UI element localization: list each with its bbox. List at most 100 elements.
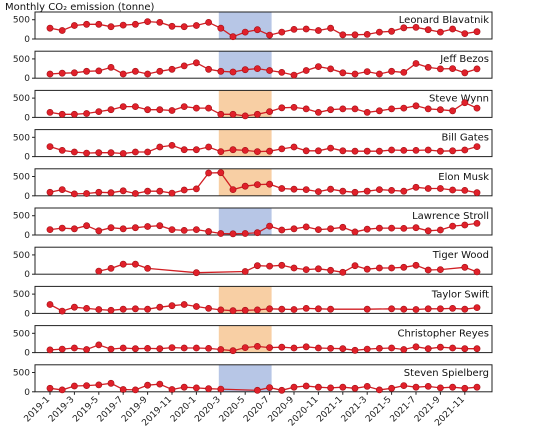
data-point xyxy=(119,344,127,352)
data-point xyxy=(314,265,322,273)
data-point xyxy=(400,263,408,271)
x-tick-label: 2021-3 xyxy=(340,395,370,425)
y-tick-label: 0 xyxy=(24,388,30,398)
data-point xyxy=(424,345,432,353)
data-point xyxy=(339,187,347,195)
x-tick-label: 2019-7 xyxy=(96,395,126,425)
data-point xyxy=(131,345,139,353)
data-point xyxy=(180,103,188,110)
data-point xyxy=(95,20,103,28)
data-point xyxy=(278,305,286,313)
data-point xyxy=(327,384,334,392)
data-point xyxy=(58,110,66,118)
data-point xyxy=(217,24,225,32)
data-point xyxy=(266,180,273,188)
data-point xyxy=(302,266,310,273)
panel-frame xyxy=(34,50,493,79)
data-point xyxy=(473,28,481,36)
data-point xyxy=(473,65,481,73)
data-point xyxy=(424,146,432,154)
data-point xyxy=(192,269,200,277)
data-point xyxy=(217,346,225,353)
data-point xyxy=(302,186,310,193)
data-point xyxy=(241,182,249,190)
data-point xyxy=(119,225,127,233)
data-point xyxy=(290,344,298,352)
chart-title: Monthly CO₂ emission (tonne) xyxy=(5,2,155,13)
data-point xyxy=(363,265,371,273)
data-point xyxy=(400,187,408,195)
panel-frame xyxy=(34,246,493,275)
data-point xyxy=(119,305,127,313)
series-line xyxy=(98,263,478,274)
data-point xyxy=(388,224,395,232)
data-point xyxy=(388,264,395,272)
data-point xyxy=(412,343,420,351)
data-point xyxy=(375,107,383,115)
data-point xyxy=(83,110,90,117)
data-point xyxy=(314,27,322,34)
y-tick-label: 0 xyxy=(24,309,30,319)
panel-0: 0 500 Leonard Blavatnik xyxy=(13,11,493,45)
data-point xyxy=(363,187,371,195)
data-point xyxy=(290,143,298,151)
data-point xyxy=(119,260,127,268)
data-point xyxy=(461,221,469,229)
data-point xyxy=(58,69,66,77)
y-tick-label: 0 xyxy=(24,231,30,241)
data-point xyxy=(266,31,273,39)
data-point xyxy=(400,146,408,154)
data-point xyxy=(205,104,212,112)
data-point xyxy=(107,306,115,314)
data-point xyxy=(119,70,127,78)
data-point xyxy=(461,263,469,271)
data-point xyxy=(473,304,481,311)
y-tick-label: 500 xyxy=(13,212,30,222)
data-point xyxy=(144,223,151,230)
data-point xyxy=(412,102,420,110)
data-point xyxy=(375,264,383,272)
data-point xyxy=(180,186,188,194)
data-point xyxy=(375,186,383,193)
data-point xyxy=(156,106,164,114)
data-point xyxy=(192,226,200,233)
data-point xyxy=(83,382,90,389)
series-name: Christopher Reyes xyxy=(397,329,489,340)
data-point xyxy=(363,147,371,155)
data-point xyxy=(83,304,90,312)
data-point xyxy=(192,146,200,154)
data-point xyxy=(290,306,298,313)
y-tick-label: 500 xyxy=(13,55,30,65)
data-point xyxy=(229,146,237,154)
data-point xyxy=(131,20,139,28)
data-point xyxy=(290,71,298,79)
y-tick-label: 500 xyxy=(13,133,30,143)
data-point xyxy=(412,383,420,391)
data-point xyxy=(217,169,225,177)
data-point xyxy=(107,264,115,272)
data-point xyxy=(180,146,188,154)
data-point xyxy=(71,190,78,198)
data-point xyxy=(436,28,444,36)
data-point xyxy=(449,186,456,194)
data-point xyxy=(46,188,54,196)
data-point xyxy=(95,381,103,389)
data-point xyxy=(156,18,164,26)
data-point xyxy=(461,69,469,77)
data-point xyxy=(314,147,322,155)
data-point xyxy=(241,268,249,275)
data-point xyxy=(327,65,334,73)
data-point xyxy=(119,150,127,157)
panel-frame xyxy=(34,129,493,158)
data-point xyxy=(46,301,54,308)
data-point xyxy=(58,386,66,394)
data-point xyxy=(253,342,261,350)
data-point xyxy=(449,344,456,352)
data-point xyxy=(131,260,139,268)
data-point xyxy=(278,261,286,269)
panel-2: 0 500 Steve Wynn xyxy=(13,89,493,123)
data-point xyxy=(83,190,90,197)
data-point xyxy=(449,147,456,155)
data-point xyxy=(302,67,310,74)
panel-frame xyxy=(34,207,493,236)
